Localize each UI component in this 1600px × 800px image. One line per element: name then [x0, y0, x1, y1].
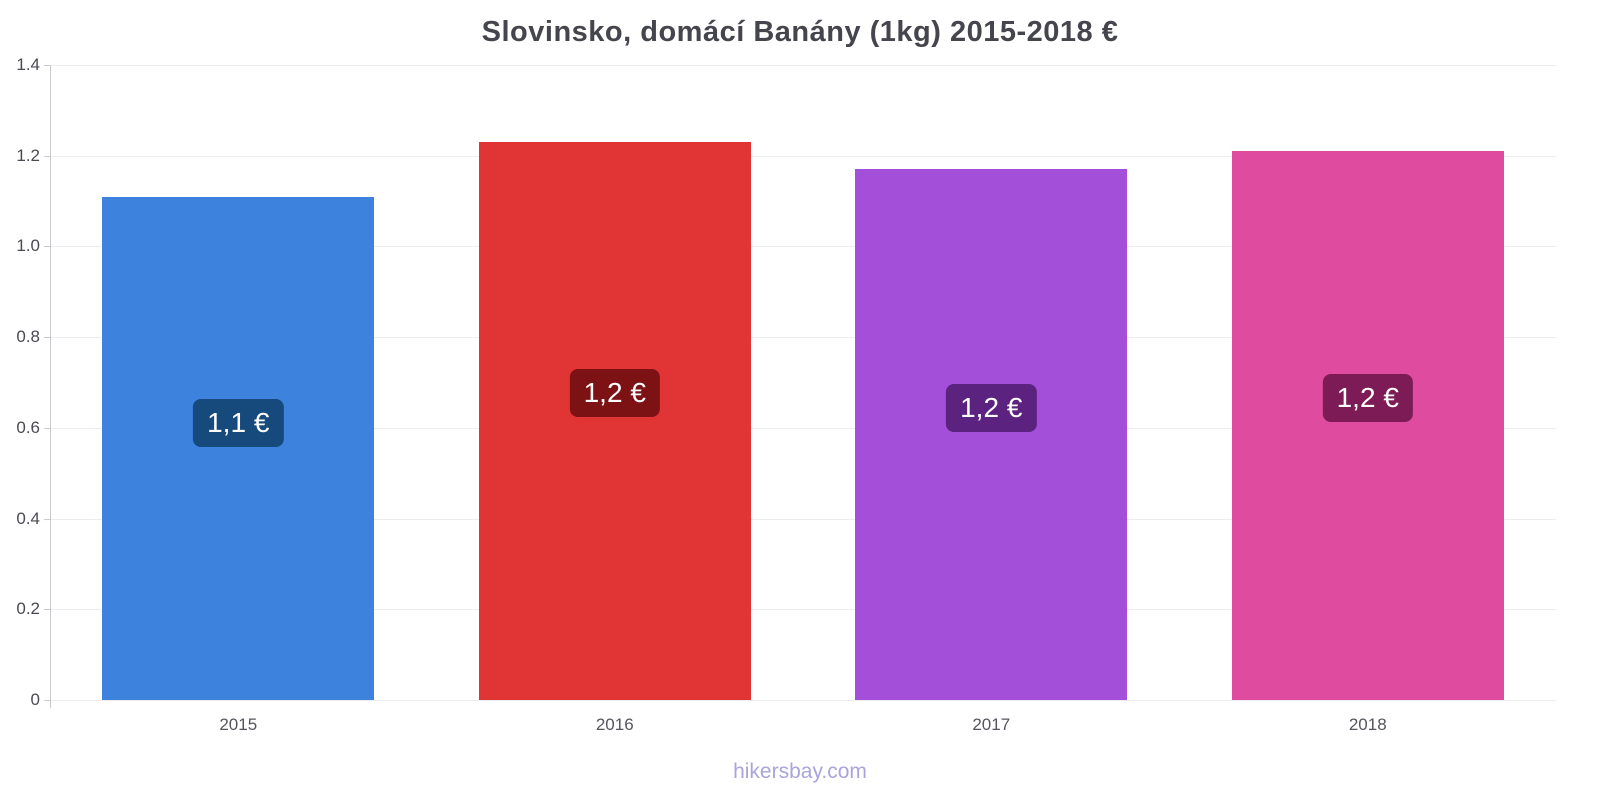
x-axis-tick-label-2017: 2017: [972, 715, 1011, 734]
bar-2016[interactable]: [478, 142, 751, 700]
y-axis-tick: [44, 427, 50, 429]
y-axis-tick: [44, 700, 50, 701]
y-axis-tick-label: 0.8: [16, 327, 40, 347]
y-axis-line: [50, 65, 51, 708]
gridline: [50, 609, 1556, 611]
y-axis-tick-label: 1.2: [16, 145, 40, 165]
value-label-2015: 1,1 €: [193, 399, 284, 448]
y-axis-tick-label: 0: [30, 690, 40, 709]
bar-2017[interactable]: [855, 169, 1128, 700]
gridline: [50, 518, 1556, 520]
y-axis-tick: [44, 609, 50, 611]
y-axis-tick-label: 1.4: [16, 55, 40, 74]
gridline: [50, 700, 1556, 701]
chart-title: Slovinsko, domácí Banány (1kg) 2015-2018…: [481, 16, 1119, 48]
value-label-2017: 1,2 €: [946, 384, 1037, 433]
gridline: [50, 246, 1556, 248]
value-label-2016: 1,2 €: [569, 369, 660, 418]
value-label-2018: 1,2 €: [1322, 374, 1413, 423]
gridline: [50, 427, 1556, 429]
gridline: [50, 155, 1556, 157]
gridline: [50, 337, 1556, 339]
y-axis-tick: [44, 246, 50, 248]
watermark-link[interactable]: hikersbay.com: [733, 760, 867, 783]
y-axis-tick: [44, 155, 50, 157]
bar-2018[interactable]: [1231, 151, 1504, 700]
y-axis-tick: [44, 518, 50, 520]
x-axis-tick-label-2018: 2018: [1348, 715, 1387, 734]
y-axis-tick-label: 0.2: [16, 599, 40, 619]
bar-2015[interactable]: [102, 196, 375, 700]
y-axis-tick: [44, 65, 50, 66]
y-axis-tick-label: 0.4: [16, 508, 40, 528]
y-axis-tick: [44, 337, 50, 339]
y-axis-tick-label: 0.6: [16, 417, 40, 437]
gridline: [50, 65, 1556, 66]
x-axis-tick-label-2016: 2016: [595, 715, 634, 734]
x-axis-tick-label-2015: 2015: [219, 715, 258, 734]
y-axis-tick-label: 1.0: [16, 236, 40, 256]
